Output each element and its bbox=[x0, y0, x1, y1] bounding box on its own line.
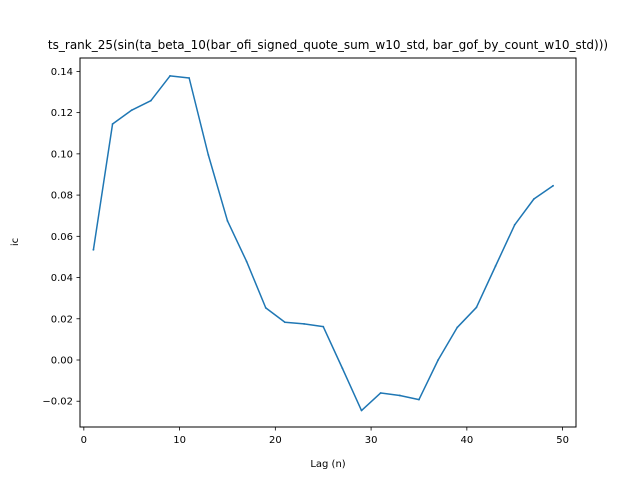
data-point bbox=[360, 409, 363, 412]
x-tick-label: 30 bbox=[365, 435, 378, 446]
x-tick-label: 20 bbox=[269, 435, 282, 446]
y-tick-label: 0.14 bbox=[51, 67, 73, 78]
y-tick-label: 0.04 bbox=[51, 273, 73, 284]
data-point bbox=[92, 248, 95, 251]
x-tick-label: 50 bbox=[556, 435, 569, 446]
data-point bbox=[322, 325, 325, 328]
chart-title: ts_rank_25(sin(ta_beta_10(bar_ofi_signed… bbox=[48, 38, 608, 52]
data-point bbox=[437, 359, 440, 361]
data-point bbox=[532, 198, 535, 200]
data-point bbox=[552, 184, 554, 187]
data-point bbox=[475, 306, 478, 309]
data-point bbox=[130, 109, 133, 112]
data-point bbox=[284, 321, 286, 324]
x-tick-label: 10 bbox=[173, 435, 186, 446]
y-tick-label: 0.08 bbox=[51, 191, 73, 202]
data-point bbox=[398, 394, 401, 397]
data-point bbox=[188, 77, 191, 79]
data-point bbox=[111, 123, 114, 125]
data-point bbox=[456, 326, 459, 329]
x-tick-label: 40 bbox=[460, 435, 473, 446]
data-point bbox=[513, 223, 516, 226]
y-tick-label: 0.06 bbox=[51, 232, 73, 243]
y-tick-label: −0.02 bbox=[42, 397, 73, 408]
data-point bbox=[341, 367, 344, 370]
x-tick-label: 0 bbox=[81, 435, 87, 446]
data-point bbox=[303, 323, 305, 325]
axes-frame bbox=[79, 57, 577, 428]
y-tick-label: 0.00 bbox=[51, 356, 73, 367]
data-point bbox=[494, 265, 497, 267]
data-point bbox=[264, 306, 267, 309]
data-point bbox=[169, 75, 171, 77]
y-tick-label: 0.12 bbox=[51, 108, 73, 119]
data-point bbox=[226, 219, 229, 222]
plot-area bbox=[92, 75, 555, 412]
data-point bbox=[207, 153, 210, 156]
y-axis-label: ic bbox=[10, 238, 21, 246]
x-axis-label: Lag (n) bbox=[310, 459, 345, 470]
data-point bbox=[245, 260, 248, 263]
data-point bbox=[149, 99, 152, 102]
y-tick-label: 0.02 bbox=[51, 314, 73, 325]
y-tick-label: 0.10 bbox=[51, 149, 73, 160]
data-point bbox=[418, 398, 420, 401]
axis-ticks: 0 10 20 30 40 50 −0.02 0.00 0.02 0.04 0.06 0.08 0.10… bbox=[42, 67, 569, 446]
data-point bbox=[379, 392, 382, 394]
